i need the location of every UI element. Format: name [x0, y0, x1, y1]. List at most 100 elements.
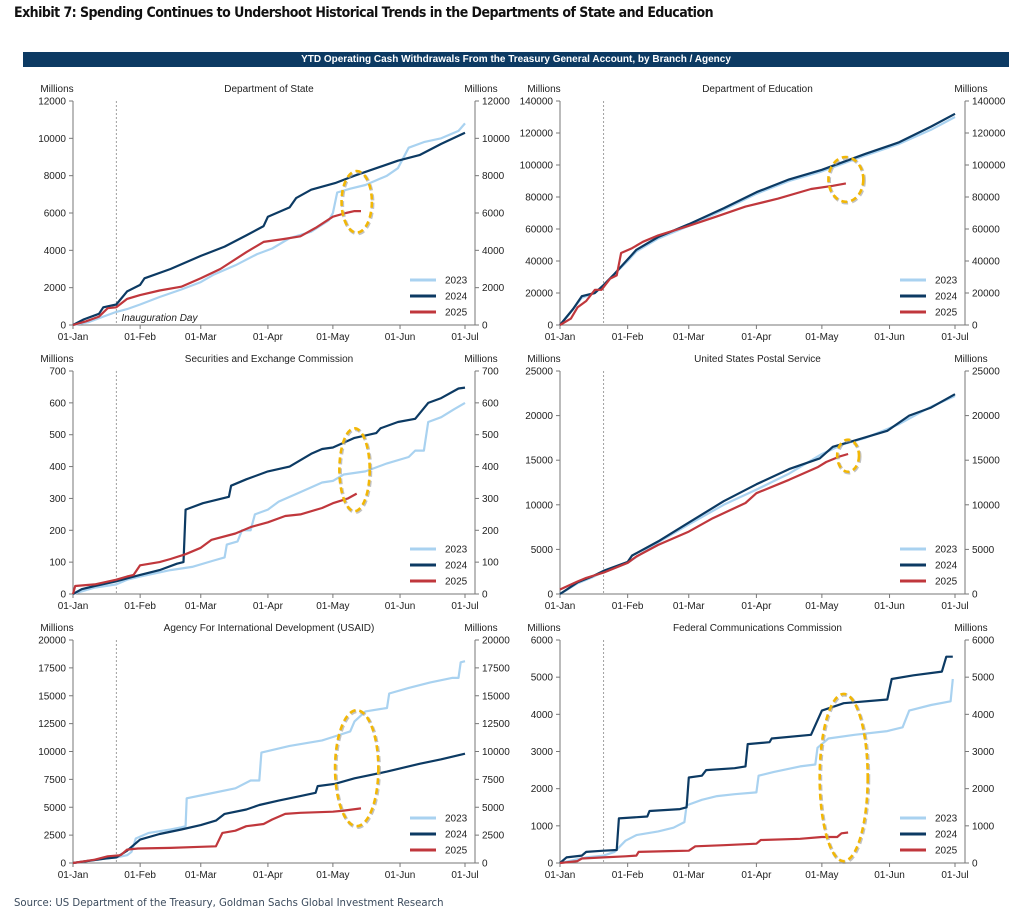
y-tick-label-left: 8000: [44, 171, 67, 182]
y-tick-label-right: 600: [482, 398, 499, 409]
legend-label-2025: 2025: [445, 846, 468, 857]
y-tick-label-left: 0: [547, 321, 553, 332]
legend-label-2023: 2023: [935, 545, 958, 556]
series-line-2024: [72, 752, 466, 865]
x-tick-label: 01-Jan: [58, 870, 89, 881]
y-tick-label-left: 17500: [38, 663, 66, 674]
chart-panel: Agency For International Development (US…: [38, 623, 510, 881]
legend-label-2024: 2024: [935, 830, 958, 841]
y-tick-label-right: 0: [482, 321, 488, 332]
y-tick-label-right: 4000: [482, 246, 505, 257]
x-tick-label: 01-Feb: [124, 332, 156, 343]
x-tick-label: 01-Feb: [612, 601, 644, 612]
legend-label-2024: 2024: [445, 292, 468, 303]
series-line-2025: [71, 492, 358, 595]
chart-title: United States Postal Service: [694, 354, 821, 365]
x-tick-label: 01-Apr: [253, 870, 284, 881]
y-tick-label-right: 100: [482, 558, 499, 569]
y-tick-label-right: 80000: [972, 193, 1000, 204]
y-tick-label-left: 3000: [531, 747, 554, 758]
series-line-2025: [559, 452, 849, 591]
x-tick-label: 01-Apr: [741, 870, 772, 881]
x-tick-label: 01-Jul: [451, 870, 478, 881]
series-line-2023: [72, 660, 466, 865]
y-tick-label-right: 200: [482, 526, 499, 537]
legend-label-2023: 2023: [935, 814, 958, 825]
x-tick-label: 01-Jan: [545, 601, 576, 612]
y-tick-label-right: 140000: [972, 97, 1006, 108]
y-tick-label-left: 2000: [44, 283, 67, 294]
legend-label-2025: 2025: [445, 577, 468, 588]
chart-panel: Securities and Exchange Commission Millio…: [40, 354, 499, 612]
chart-title: Securities and Exchange Commission: [185, 354, 353, 365]
x-tick-label: 01-May: [316, 332, 349, 343]
highlight-ellipse: [338, 427, 372, 513]
series-line-2023: [559, 678, 954, 865]
y-tick-label-left: 0: [60, 590, 66, 601]
y-tick-label-right: 300: [482, 494, 499, 505]
y-tick-label-right: 25000: [972, 367, 1000, 378]
y-tick-label-right: 6000: [972, 636, 995, 647]
x-tick-label: 01-Jul: [941, 601, 968, 612]
y-tick-label-left: 10000: [525, 500, 553, 511]
y-tick-label-right: 10000: [482, 134, 510, 145]
y-tick-label-right: 0: [972, 321, 978, 332]
inauguration-day-label: Inauguration Day: [121, 313, 198, 324]
y-tick-label-right: 1000: [972, 821, 995, 832]
y-tick-label-left: 20000: [38, 636, 66, 647]
legend-label-2024: 2024: [445, 830, 468, 841]
x-tick-label: 01-Feb: [124, 870, 156, 881]
y-tick-label-left: 2500: [44, 831, 67, 842]
x-tick-label: 01-Jul: [941, 870, 968, 881]
legend-label-2023: 2023: [445, 814, 468, 825]
series-line-2024: [559, 393, 956, 595]
y-tick-label-left: 1000: [531, 821, 554, 832]
y-tick-label-left: 15000: [38, 691, 66, 702]
y-tick-label-right: 0: [482, 859, 488, 870]
highlight-ellipse: [340, 169, 374, 234]
y-tick-label-left: 20000: [525, 289, 553, 300]
x-tick-label: 01-Jan: [58, 332, 89, 343]
series-line-2025: [559, 831, 849, 865]
series-line-2025: [72, 210, 361, 327]
legend-label-2023: 2023: [935, 276, 958, 287]
y-tick-label-left: 5000: [531, 673, 554, 684]
y-axis-label-right: Millions: [954, 354, 987, 365]
x-tick-label: 01-Jun: [874, 332, 905, 343]
highlight-ellipse: [835, 438, 861, 474]
chart-title: Department of State: [224, 84, 314, 95]
y-axis-label-left: Millions: [40, 354, 73, 365]
x-tick-label: 01-Jan: [545, 332, 576, 343]
y-tick-label-left: 25000: [525, 367, 553, 378]
y-tick-label-left: 200: [49, 526, 66, 537]
y-axis-label-left: Millions: [40, 623, 73, 634]
x-tick-label: 01-Feb: [124, 601, 156, 612]
x-tick-label: 01-Mar: [185, 870, 217, 881]
y-tick-label-left: 700: [49, 367, 66, 378]
y-tick-label-left: 10000: [38, 747, 66, 758]
y-tick-label-right: 0: [972, 859, 978, 870]
legend-label-2023: 2023: [445, 276, 468, 287]
y-axis-label-left: Millions: [527, 84, 560, 95]
y-tick-label-left: 0: [60, 859, 66, 870]
y-tick-label-right: 2500: [482, 831, 505, 842]
x-tick-label: 01-Mar: [185, 601, 217, 612]
y-tick-label-right: 12000: [482, 97, 510, 108]
x-tick-label: 01-Jun: [385, 601, 416, 612]
series-line-2025: [559, 182, 847, 326]
exhibit-title: Exhibit 7: Spending Continues to Undersh…: [14, 5, 714, 21]
x-tick-label: 01-Jun: [874, 601, 905, 612]
series-line-2023: [72, 122, 466, 327]
y-tick-label-left: 60000: [525, 225, 553, 236]
y-tick-label-right: 20000: [482, 636, 510, 647]
y-tick-label-left: 600: [49, 398, 66, 409]
y-axis-label-left: Millions: [527, 623, 560, 634]
y-tick-label-right: 5000: [482, 803, 505, 814]
y-tick-label-right: 5000: [972, 545, 995, 556]
y-tick-label-left: 300: [49, 494, 66, 505]
x-tick-label: 01-Apr: [253, 601, 284, 612]
x-tick-label: 01-Jun: [385, 870, 416, 881]
x-tick-label: 01-Apr: [253, 332, 284, 343]
highlight-ellipse: [827, 155, 865, 204]
y-tick-label-right: 40000: [972, 257, 1000, 268]
